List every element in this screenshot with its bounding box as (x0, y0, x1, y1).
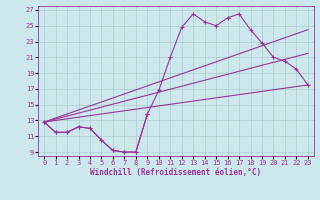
X-axis label: Windchill (Refroidissement éolien,°C): Windchill (Refroidissement éolien,°C) (91, 168, 261, 177)
